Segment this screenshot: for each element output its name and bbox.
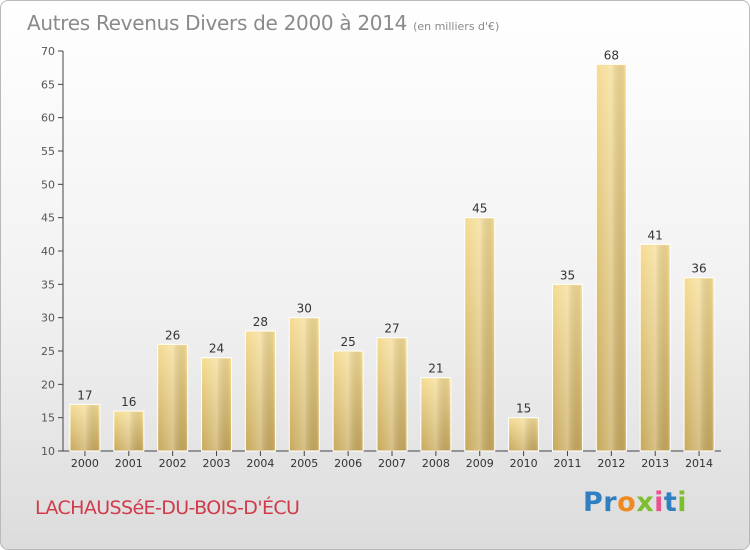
- x-tick-label: 2010: [510, 457, 538, 470]
- y-tick-label: 55: [41, 145, 55, 158]
- logo-letter: x: [636, 487, 655, 518]
- data-label: 35: [560, 268, 575, 282]
- bar-shine: [422, 378, 449, 450]
- y-tick-label: 35: [41, 278, 55, 291]
- bar-shine: [642, 245, 669, 450]
- logo-letter: r: [603, 487, 618, 518]
- data-label: 27: [384, 322, 399, 336]
- x-tick-label: 2006: [334, 457, 362, 470]
- logo-letter: i: [677, 487, 688, 518]
- data-label: 26: [165, 328, 180, 342]
- x-tick-label: 2011: [553, 457, 581, 470]
- bar-shine: [203, 358, 230, 450]
- y-tick-label: 15: [41, 412, 55, 425]
- x-tick-label: 2005: [290, 457, 318, 470]
- data-label: 45: [472, 202, 487, 216]
- bar-shine: [598, 65, 625, 450]
- x-tick-label: 2013: [641, 457, 669, 470]
- data-label: 41: [648, 228, 663, 242]
- data-label: 24: [209, 342, 224, 356]
- bar-shine: [379, 338, 405, 450]
- data-label: 15: [516, 402, 531, 416]
- bar-shine: [335, 352, 362, 450]
- proxiti-logo[interactable]: Proxiti: [583, 487, 687, 518]
- x-tick-label: 2000: [71, 457, 99, 470]
- y-tick-label: 45: [41, 212, 55, 225]
- chart-title: Autres Revenus Divers de 2000 à 2014 (en …: [27, 11, 499, 35]
- bar-shine: [115, 412, 142, 450]
- data-label: 28: [253, 315, 268, 329]
- x-tick-label: 2001: [115, 457, 143, 470]
- data-label: 21: [428, 362, 443, 376]
- data-label: 17: [77, 388, 92, 402]
- x-tick-label: 2014: [685, 457, 713, 470]
- bar-shine: [466, 218, 493, 450]
- x-tick-label: 2008: [422, 457, 450, 470]
- title-main: Autres Revenus Divers de 2000 à 2014: [27, 11, 408, 35]
- data-label: 68: [604, 48, 619, 62]
- bar-shine: [71, 405, 98, 450]
- y-tick-label: 60: [41, 112, 55, 125]
- bar-shine: [510, 418, 537, 450]
- y-tick-label: 40: [41, 245, 55, 258]
- logo-letter: t: [663, 487, 678, 518]
- x-tick-label: 2002: [159, 457, 187, 470]
- data-label: 36: [691, 262, 706, 276]
- x-tick-label: 2004: [246, 457, 274, 470]
- data-label: 25: [340, 335, 355, 349]
- y-tick-label: 25: [41, 345, 55, 358]
- y-tick-label: 70: [41, 45, 55, 58]
- y-tick-label: 20: [41, 378, 55, 391]
- data-label: 16: [121, 395, 136, 409]
- bar-shine: [554, 285, 581, 450]
- x-tick-label: 2009: [466, 457, 494, 470]
- logo-letter: o: [617, 487, 637, 518]
- x-tick-label: 2003: [203, 457, 231, 470]
- y-tick-label: 65: [41, 78, 55, 91]
- x-tick-label: 2007: [378, 457, 406, 470]
- logo-letter: P: [583, 487, 604, 518]
- logo-letter: i: [654, 487, 664, 518]
- bar-shine: [291, 318, 318, 450]
- y-tick-label: 50: [41, 178, 55, 191]
- bar-shine: [686, 278, 713, 450]
- y-tick-label: 30: [41, 312, 55, 325]
- bar-shine: [247, 332, 274, 450]
- x-tick-label: 2012: [597, 457, 625, 470]
- data-label: 30: [297, 302, 312, 316]
- title-unit: (en milliers d'€): [413, 20, 500, 33]
- bar-shine: [159, 345, 186, 450]
- commune-name: LACHAUSSéE-DU-BOIS-D'ÉCU: [35, 497, 300, 519]
- y-tick-label: 10: [41, 445, 55, 458]
